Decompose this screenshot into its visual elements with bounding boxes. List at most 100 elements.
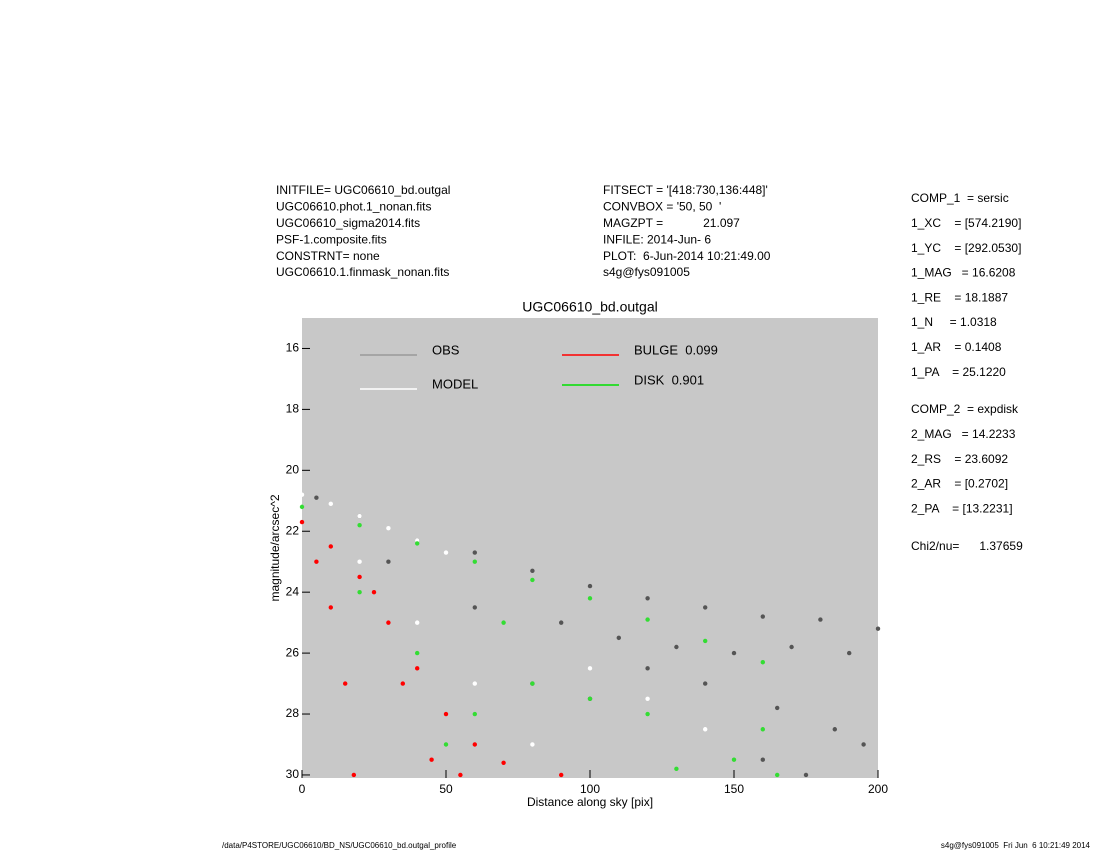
component-param: 1_MAG = 16.6208 xyxy=(911,266,1016,280)
x-tick-label: 100 xyxy=(580,782,600,796)
data-point xyxy=(472,550,477,555)
x-tick-label: 200 xyxy=(868,782,888,796)
header-line: CONSTRNT= none xyxy=(276,249,380,263)
header-line: UGC06610_sigma2014.fits xyxy=(276,216,420,230)
plot-area xyxy=(302,318,878,778)
component-param: 2_PA = [13.2231] xyxy=(911,501,1013,515)
x-tick-label: 0 xyxy=(299,782,306,796)
data-point xyxy=(674,766,679,772)
header-line: FITSECT = '[418:730,136:448]' xyxy=(603,183,768,197)
data-point xyxy=(731,650,737,656)
data-point xyxy=(386,525,391,531)
component-param: 1_PA = 25.1220 xyxy=(911,365,1006,379)
data-point xyxy=(731,757,737,762)
y-tick-label: 22 xyxy=(286,523,300,537)
data-point xyxy=(443,742,449,747)
data-point xyxy=(587,596,593,601)
legend-label: OBS xyxy=(432,342,460,357)
y-tick-label: 28 xyxy=(286,706,300,720)
data-point xyxy=(429,757,434,762)
data-point xyxy=(775,772,780,778)
data-point xyxy=(343,681,348,686)
data-point xyxy=(351,772,357,778)
data-point xyxy=(415,541,420,546)
data-point xyxy=(703,681,708,686)
data-point xyxy=(760,614,765,619)
data-point xyxy=(760,757,765,762)
data-point xyxy=(616,635,621,641)
data-point xyxy=(386,620,391,625)
component-param: COMP_1 = sersic xyxy=(911,191,1009,205)
data-point xyxy=(501,620,506,625)
data-point xyxy=(458,772,463,778)
data-point xyxy=(760,727,765,732)
header-line: INITFILE= UGC06610_bd.outgal xyxy=(276,183,450,197)
component-param: 1_YC = [292.0530] xyxy=(911,241,1021,255)
data-point xyxy=(818,617,823,622)
data-point xyxy=(357,574,362,580)
data-point xyxy=(386,559,391,564)
data-point xyxy=(803,772,809,778)
x-tick-label: 50 xyxy=(439,782,453,796)
data-point xyxy=(775,705,780,711)
header-line: s4g@fys091005 xyxy=(603,265,690,279)
data-point xyxy=(328,605,333,610)
y-axis-label: magnitude/arcsec^2 xyxy=(268,494,282,601)
data-point xyxy=(847,650,852,656)
header-line: INFILE: 2014-Jun- 6 xyxy=(603,232,711,246)
data-point xyxy=(875,626,881,631)
component-param: 2_AR = [0.2702] xyxy=(911,477,1008,491)
data-point xyxy=(832,727,837,732)
data-point xyxy=(314,559,319,564)
data-point xyxy=(501,760,506,765)
header-line: MAGZPT = 21.097 xyxy=(603,216,740,230)
x-tick-label: 150 xyxy=(724,782,744,796)
legend-label: DISK 0.901 xyxy=(634,372,704,387)
data-point xyxy=(400,681,405,686)
y-tick-label: 30 xyxy=(286,767,300,781)
data-point xyxy=(371,589,377,595)
data-point xyxy=(645,711,650,717)
y-tick-label: 18 xyxy=(286,402,300,416)
data-point xyxy=(472,605,477,610)
y-tick-label: 16 xyxy=(286,341,300,355)
component-param: 1_RE = 18.1887 xyxy=(911,290,1008,304)
data-point xyxy=(645,617,650,622)
x-axis-label: Distance along sky [pix] xyxy=(527,795,653,809)
component-param: 1_XC = [574.2190] xyxy=(911,216,1021,230)
data-point xyxy=(645,596,650,601)
data-point xyxy=(357,589,362,595)
data-point xyxy=(645,666,650,671)
component-param: COMP_2 = expdisk xyxy=(911,402,1019,416)
footer-right: s4g@fys091005 Fri Jun 6 10:21:49 2014 xyxy=(941,841,1091,850)
data-point xyxy=(328,544,333,549)
data-point xyxy=(861,742,866,747)
component-param: 1_N = 1.0318 xyxy=(911,315,997,329)
data-point xyxy=(415,650,420,656)
data-point xyxy=(587,583,593,589)
chart-title: UGC06610_bd.outgal xyxy=(522,299,657,315)
data-point xyxy=(530,742,535,747)
header-line: PSF-1.composite.fits xyxy=(276,232,387,246)
component-param: 1_AR = 0.1408 xyxy=(911,340,1002,354)
data-point xyxy=(645,696,650,701)
data-point xyxy=(299,519,305,525)
data-point xyxy=(357,513,362,519)
data-point xyxy=(472,559,477,564)
data-point xyxy=(472,742,477,747)
data-point xyxy=(314,495,319,500)
data-point xyxy=(789,644,794,650)
data-point xyxy=(443,711,449,717)
header-line: CONVBOX = '50, 50 ' xyxy=(603,200,721,214)
data-point xyxy=(415,620,420,625)
data-point xyxy=(472,681,477,686)
header-line: UGC06610.phot.1_nonan.fits xyxy=(276,200,431,214)
component-param: 2_MAG = 14.2233 xyxy=(911,427,1016,441)
data-point xyxy=(299,492,305,497)
data-point xyxy=(559,620,564,625)
y-tick-label: 20 xyxy=(286,462,300,476)
data-point xyxy=(328,501,333,507)
data-point xyxy=(299,504,305,510)
footer-left: /data/P4STORE/UGC06610/BD_NS/UGC06610_bd… xyxy=(222,841,457,850)
